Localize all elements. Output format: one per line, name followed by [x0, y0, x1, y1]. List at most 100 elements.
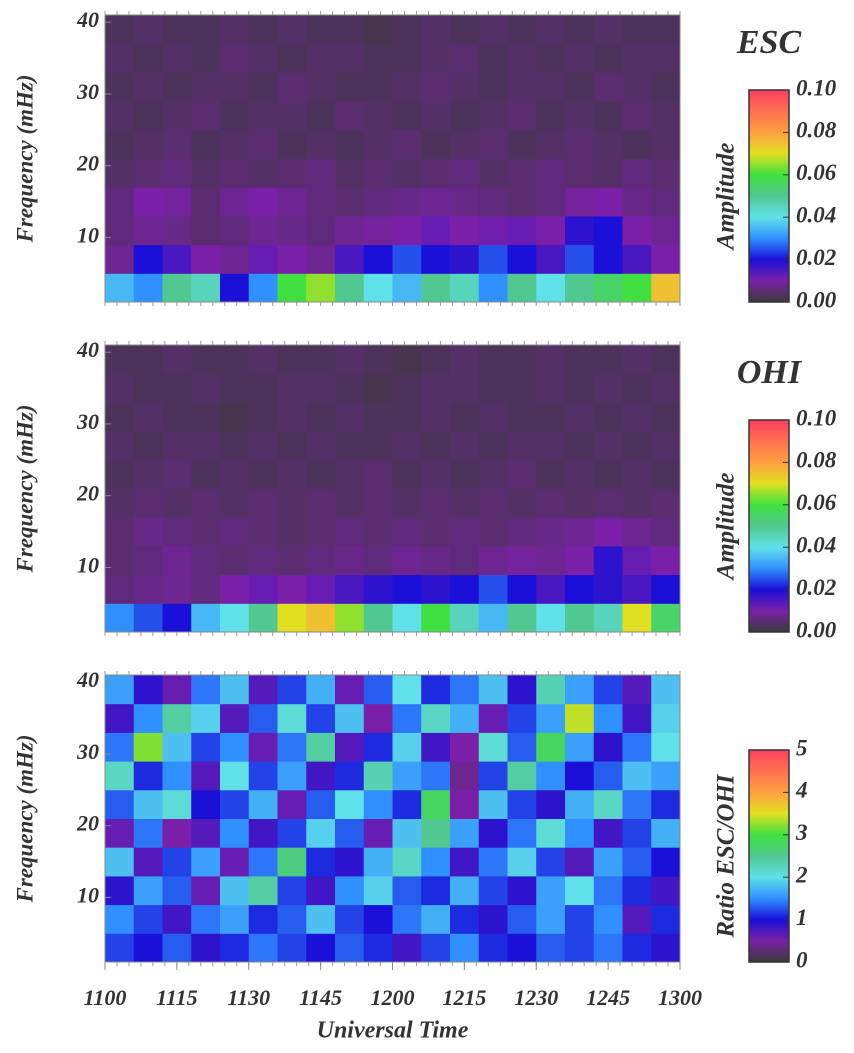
heatmap-cell [364, 187, 393, 216]
heatmap-cell [249, 345, 278, 374]
panel-title: ESC [736, 24, 802, 61]
heatmap-cell [565, 15, 594, 44]
heatmap-cell [163, 402, 192, 431]
heatmap-cell [306, 847, 335, 876]
colorbar-tick-label: 1 [796, 905, 808, 930]
y-tick-label: 40 [76, 337, 99, 362]
heatmap-cell [479, 245, 508, 274]
heatmap-cell [191, 101, 220, 130]
heatmap-cell [479, 374, 508, 403]
heatmap-cell [191, 245, 220, 274]
heatmap-cell [191, 345, 220, 374]
heatmap-cell [105, 603, 134, 632]
heatmap-cell [335, 675, 364, 704]
heatmap-cell [249, 489, 278, 518]
heatmap-cell [508, 216, 537, 245]
heatmap-cell [623, 933, 652, 962]
heatmap-cell [191, 933, 220, 962]
heatmap-cell [623, 460, 652, 489]
heatmap-cell [594, 15, 623, 44]
heatmap-cell [105, 345, 134, 374]
heatmap-cell [335, 460, 364, 489]
heatmap-cell [278, 876, 307, 905]
heatmap-cell [220, 187, 249, 216]
heatmap-cell [421, 704, 450, 733]
heatmap-cell [191, 159, 220, 188]
heatmap-cell [393, 575, 422, 604]
heatmap-cell [220, 933, 249, 962]
heatmap-cell [508, 790, 537, 819]
heatmap-cell [249, 460, 278, 489]
heatmap-cell [508, 819, 537, 848]
heatmap-cell [623, 159, 652, 188]
heatmap-cell [450, 517, 479, 546]
heatmap-cell [105, 704, 134, 733]
heatmap-cell [364, 374, 393, 403]
heatmap-cell [393, 761, 422, 790]
x-tick-label: 1300 [658, 985, 702, 1010]
heatmap-cell [651, 933, 680, 962]
heatmap-cell [278, 489, 307, 518]
heatmap-cell [651, 402, 680, 431]
y-tick-label: 10 [77, 882, 99, 907]
heatmap-cell [220, 704, 249, 733]
heatmap-cell [450, 402, 479, 431]
heatmap-cell [651, 374, 680, 403]
heatmap-cell [594, 374, 623, 403]
heatmap-cell [364, 273, 393, 302]
heatmap-cell [450, 575, 479, 604]
y-tick-label: 30 [76, 739, 99, 764]
heatmap-cell [393, 847, 422, 876]
heatmap-cell [565, 905, 594, 934]
heatmap-cell [105, 546, 134, 575]
heatmap-cell [364, 517, 393, 546]
heatmap-cell [249, 790, 278, 819]
heatmap-cell [220, 876, 249, 905]
heatmap-cell [450, 273, 479, 302]
heatmap-cell [623, 517, 652, 546]
x-tick-label: 1115 [156, 985, 198, 1010]
heatmap-cell [393, 431, 422, 460]
heatmap-cell [479, 72, 508, 101]
heatmap-cell [220, 790, 249, 819]
heatmap-cell [508, 460, 537, 489]
heatmap-cell [191, 489, 220, 518]
y-tick-label: 20 [76, 481, 99, 506]
heatmap-cell [421, 159, 450, 188]
heatmap-cell [163, 245, 192, 274]
heatmap-cell [393, 876, 422, 905]
heatmap-cell [594, 575, 623, 604]
heatmap-cell [594, 876, 623, 905]
heatmap-cell [278, 603, 307, 632]
heatmap-cell [220, 732, 249, 761]
heatmap-cell [393, 546, 422, 575]
heatmap-cell [306, 876, 335, 905]
heatmap-cell [508, 933, 537, 962]
heatmap-cell [508, 575, 537, 604]
heatmap-cell [536, 546, 565, 575]
heatmap-cell [163, 460, 192, 489]
heatmap-cell [594, 546, 623, 575]
heatmap-cell [306, 761, 335, 790]
heatmap-cell [249, 159, 278, 188]
heatmap-cell [364, 761, 393, 790]
heatmap-cell [364, 245, 393, 274]
heatmap-cell [134, 603, 163, 632]
heatmap-cell [249, 905, 278, 934]
heatmap-cell [364, 130, 393, 159]
heatmap-cell [450, 460, 479, 489]
heatmap-cell [651, 216, 680, 245]
heatmap-cell [191, 374, 220, 403]
heatmap-cell [364, 575, 393, 604]
heatmap-cell [479, 847, 508, 876]
heatmap-cell [393, 704, 422, 733]
heatmap-cell [364, 101, 393, 130]
heatmap-cell [508, 374, 537, 403]
heatmap-cell [508, 273, 537, 302]
heatmap-cell [105, 460, 134, 489]
heatmap-cell [450, 847, 479, 876]
heatmap-cell [594, 704, 623, 733]
heatmap-cell [105, 130, 134, 159]
heatmap-cell [278, 460, 307, 489]
